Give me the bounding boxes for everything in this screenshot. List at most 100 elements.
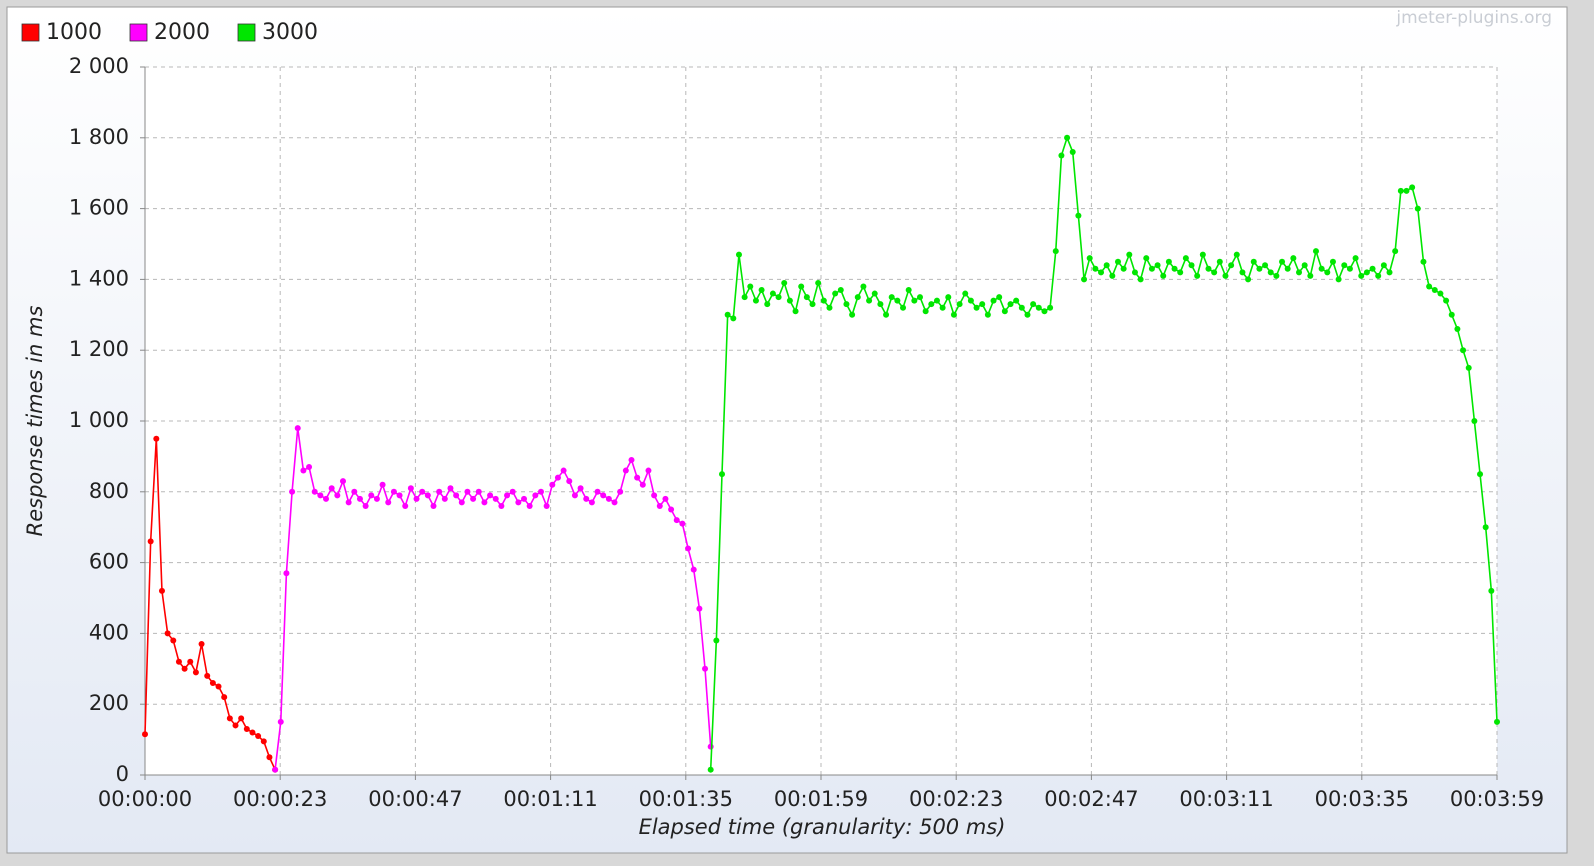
data-point bbox=[1267, 269, 1274, 276]
data-point bbox=[611, 499, 618, 506]
data-point bbox=[1216, 258, 1223, 265]
data-point bbox=[781, 279, 788, 286]
data-point bbox=[1477, 471, 1484, 478]
data-point bbox=[142, 731, 148, 738]
data-point bbox=[685, 545, 692, 552]
data-point bbox=[345, 499, 352, 506]
legend-swatch bbox=[237, 23, 256, 42]
data-point bbox=[956, 301, 963, 308]
data-point bbox=[300, 467, 307, 474]
data-point bbox=[1448, 311, 1455, 318]
data-point bbox=[1228, 262, 1235, 269]
watermark: jmeter-plugins.org bbox=[1395, 8, 1552, 28]
data-point bbox=[373, 495, 380, 502]
y-tick-label: 200 bbox=[89, 691, 129, 715]
data-point bbox=[1471, 418, 1478, 424]
data-point bbox=[1194, 272, 1201, 279]
data-point bbox=[379, 481, 386, 488]
data-point bbox=[311, 488, 318, 495]
data-point bbox=[470, 495, 477, 502]
legend-swatch bbox=[21, 23, 40, 42]
data-point bbox=[1001, 308, 1008, 315]
data-point bbox=[1414, 205, 1421, 212]
data-point bbox=[1262, 262, 1269, 269]
x-tick-label: 00:02:47 bbox=[1044, 787, 1138, 811]
data-point bbox=[894, 297, 901, 304]
x-tick-label: 00:02:23 bbox=[909, 787, 1003, 811]
data-point bbox=[1324, 269, 1331, 276]
data-point bbox=[1018, 304, 1025, 311]
data-point bbox=[532, 492, 539, 499]
data-point bbox=[1058, 152, 1065, 159]
data-point bbox=[1222, 272, 1229, 279]
y-tick-label: 1 000 bbox=[69, 408, 129, 432]
data-point bbox=[1114, 258, 1121, 265]
y-tick-label: 0 bbox=[116, 762, 129, 786]
data-point bbox=[385, 499, 392, 506]
data-point bbox=[198, 641, 205, 648]
data-point bbox=[990, 297, 997, 304]
data-point bbox=[232, 722, 239, 729]
data-point bbox=[1245, 276, 1252, 283]
data-point bbox=[277, 718, 284, 725]
x-tick-label: 00:01:35 bbox=[639, 787, 733, 811]
data-point bbox=[673, 517, 680, 524]
data-point bbox=[571, 492, 578, 499]
data-point bbox=[962, 290, 969, 297]
data-point bbox=[973, 304, 980, 311]
y-tick-label: 400 bbox=[89, 620, 129, 644]
data-point bbox=[1239, 269, 1246, 276]
data-point bbox=[260, 738, 267, 745]
data-point bbox=[1075, 212, 1082, 219]
data-point bbox=[549, 481, 556, 488]
data-point bbox=[458, 499, 465, 506]
data-point bbox=[356, 495, 363, 502]
data-point bbox=[1148, 265, 1155, 272]
y-tick-label: 1 200 bbox=[69, 337, 129, 361]
x-tick-label: 00:03:59 bbox=[1450, 787, 1544, 811]
data-point bbox=[871, 290, 878, 297]
data-point bbox=[1494, 718, 1500, 725]
data-point bbox=[328, 485, 335, 492]
data-point bbox=[911, 297, 918, 304]
data-point bbox=[481, 499, 488, 506]
data-point bbox=[147, 538, 154, 545]
data-point bbox=[866, 297, 873, 304]
data-point bbox=[164, 630, 171, 637]
data-point bbox=[798, 283, 805, 290]
data-point bbox=[1426, 283, 1433, 290]
data-point bbox=[1465, 364, 1472, 371]
data-point bbox=[809, 301, 816, 308]
data-point bbox=[1363, 269, 1370, 276]
data-point bbox=[996, 294, 1003, 301]
data-point bbox=[1250, 258, 1257, 265]
data-point bbox=[1329, 258, 1336, 265]
data-point bbox=[950, 311, 957, 318]
data-point bbox=[730, 315, 737, 322]
data-point bbox=[255, 733, 262, 740]
data-point bbox=[526, 502, 533, 509]
data-point bbox=[775, 294, 782, 301]
data-point bbox=[266, 754, 273, 761]
data-point bbox=[905, 287, 912, 294]
data-point bbox=[430, 502, 437, 509]
data-point bbox=[187, 658, 194, 665]
data-point bbox=[543, 502, 550, 509]
data-point bbox=[826, 304, 833, 311]
data-point bbox=[849, 311, 856, 318]
data-point bbox=[1030, 301, 1037, 308]
data-point bbox=[1301, 262, 1308, 269]
data-point bbox=[1403, 187, 1410, 194]
data-point bbox=[792, 308, 799, 315]
data-point bbox=[594, 488, 601, 495]
data-point bbox=[1437, 290, 1444, 297]
data-point bbox=[243, 725, 250, 732]
legend-item: 3000 bbox=[237, 20, 318, 45]
data-point bbox=[815, 279, 822, 286]
data-point bbox=[622, 467, 629, 474]
data-point bbox=[1256, 265, 1263, 272]
data-point bbox=[1098, 269, 1105, 276]
data-point bbox=[690, 566, 697, 573]
